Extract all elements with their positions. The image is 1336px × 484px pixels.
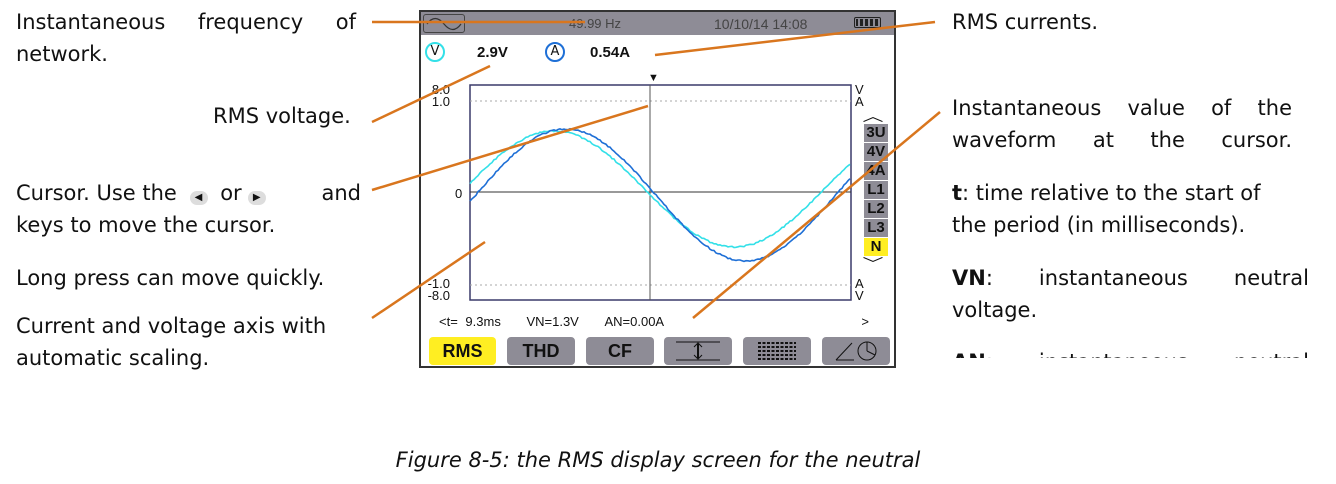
leader-cursor	[372, 106, 648, 190]
leader-rms-currents	[655, 22, 935, 55]
leader-inst-value	[693, 112, 940, 318]
leader-rms-voltage	[372, 66, 490, 122]
figure-caption: Figure 8-5: the RMS display screen for t…	[0, 448, 1316, 472]
voltage-waveform	[470, 130, 850, 247]
annotation-leaders	[372, 22, 940, 318]
current-waveform	[470, 129, 850, 262]
leader-axis	[372, 242, 485, 318]
